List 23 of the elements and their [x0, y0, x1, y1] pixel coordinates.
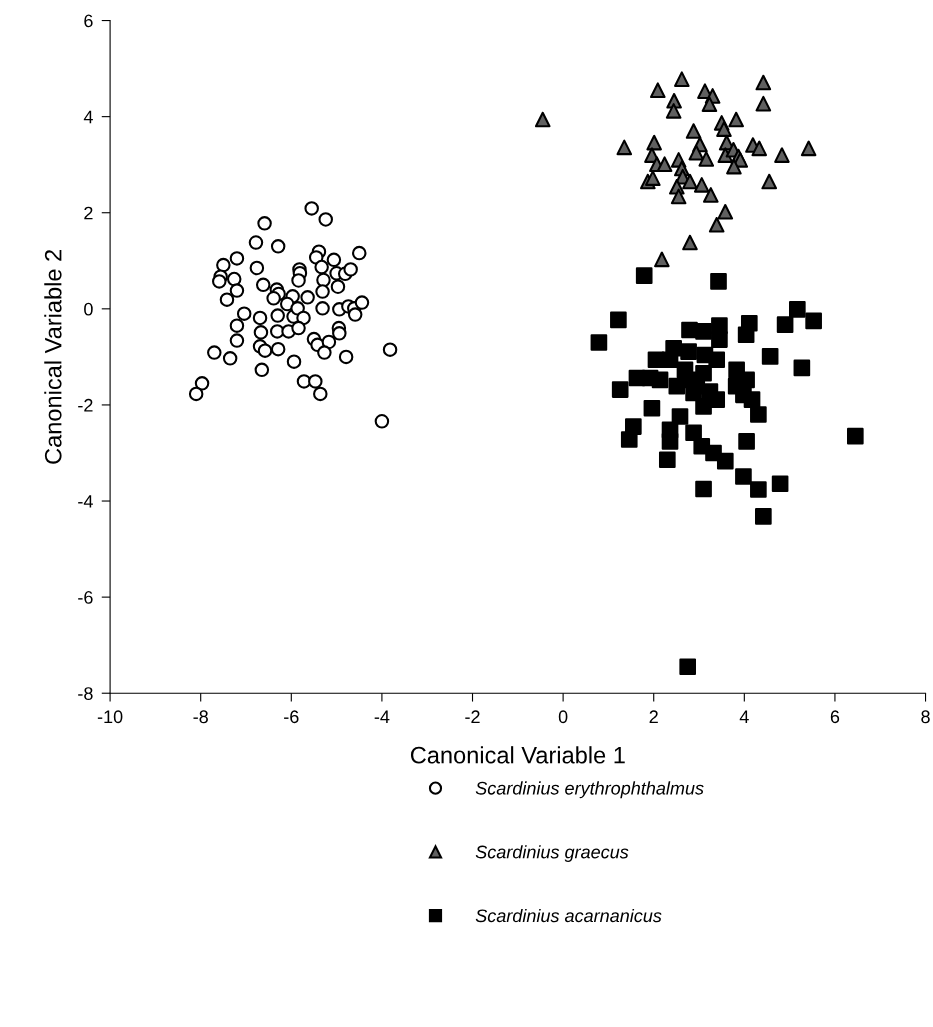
legend-label: Scardinius graecus — [475, 845, 629, 862]
x-tick-label: 0 — [558, 710, 568, 724]
y-tick-label: 0 — [84, 302, 93, 316]
y-tick-label: -4 — [78, 495, 93, 508]
x-tick-label: 2 — [649, 710, 658, 723]
x-tick-label: 6 — [830, 710, 840, 724]
y-tick-label: -8 — [78, 687, 93, 700]
legend-label: Scardinius acarnanicus — [475, 908, 662, 923]
y-tick-label: -6 — [78, 591, 93, 604]
x-axis-title: Canonical Variable 1 — [410, 746, 625, 764]
x-tick-label: -4 — [374, 710, 390, 723]
y-tick-label: 6 — [84, 14, 93, 28]
y-tick-label: -2 — [78, 398, 93, 412]
x-tick-label: -8 — [193, 710, 208, 724]
x-tick-label: -6 — [284, 710, 299, 724]
legend-label: Scardinius erythrophthalmus — [475, 781, 704, 799]
y-tick-label: 4 — [83, 110, 93, 124]
x-tick-label: -10 — [97, 710, 123, 724]
x-tick-label: 4 — [739, 710, 749, 723]
x-tick-label: -2 — [465, 710, 480, 723]
y-tick-label: 2 — [84, 206, 93, 220]
x-tick-label: 8 — [921, 710, 930, 724]
y-axis-title: Canonical Variable 2 — [44, 249, 62, 464]
